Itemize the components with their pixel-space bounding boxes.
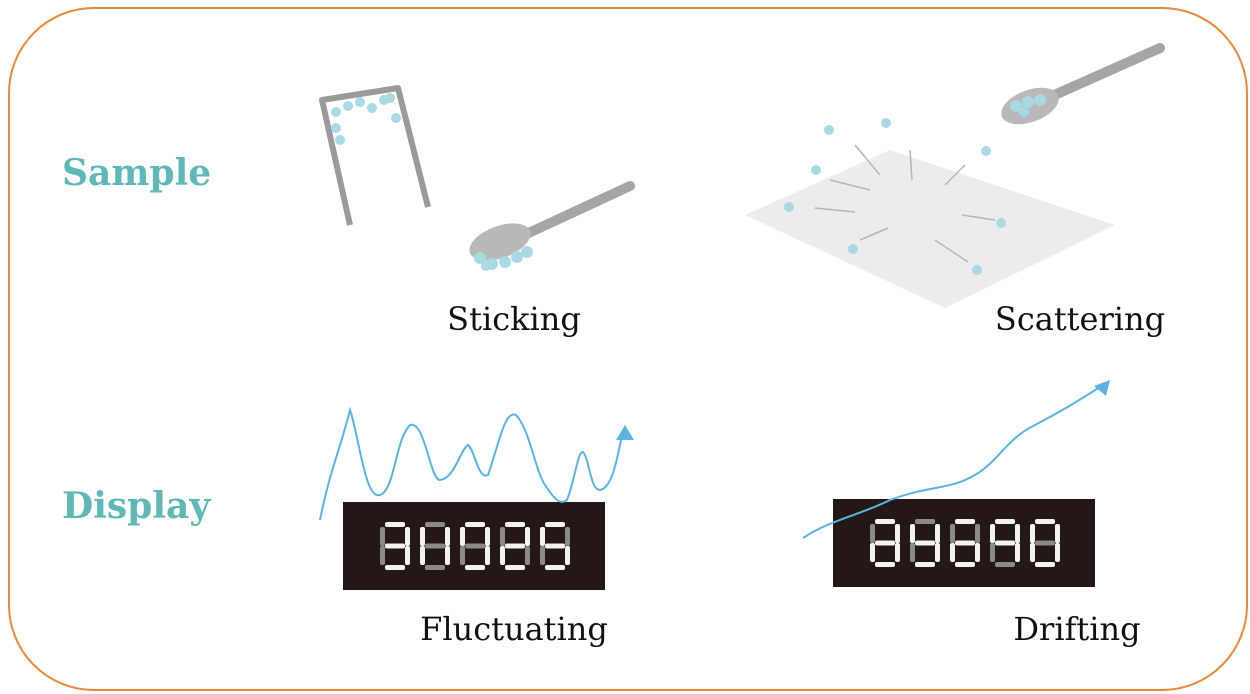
tube-illustration xyxy=(322,88,428,225)
segment xyxy=(385,544,405,549)
segment xyxy=(910,524,915,543)
segment xyxy=(915,562,935,567)
arrow-head xyxy=(1094,380,1110,396)
segment xyxy=(1030,543,1035,562)
spoon-illustration xyxy=(464,186,630,271)
segment xyxy=(1055,524,1060,543)
page: Sample Display Sticking Scattering Fluct… xyxy=(0,0,1250,694)
frame xyxy=(9,8,1247,690)
segment xyxy=(895,543,900,562)
segment xyxy=(955,519,975,524)
segment xyxy=(505,544,525,549)
segment xyxy=(915,541,935,546)
segment xyxy=(425,565,445,570)
segment xyxy=(500,527,505,546)
segment xyxy=(500,546,505,565)
segment xyxy=(995,562,1015,567)
diagram: Sample Display Sticking Scattering Fluct… xyxy=(0,0,1250,694)
segment xyxy=(1015,543,1020,562)
segment xyxy=(385,522,405,527)
segment xyxy=(870,543,875,562)
row-label: Display xyxy=(62,485,211,527)
item-label: Scattering xyxy=(995,300,1165,338)
segment xyxy=(425,522,445,527)
segment xyxy=(545,544,565,549)
segment xyxy=(895,524,900,543)
segment xyxy=(915,519,935,524)
segment xyxy=(465,522,485,527)
segment xyxy=(505,565,525,570)
segment xyxy=(485,546,490,565)
segment xyxy=(935,524,940,543)
segment xyxy=(1030,524,1035,543)
segment xyxy=(990,524,995,543)
segment xyxy=(995,541,1015,546)
segment xyxy=(875,541,895,546)
item-label: Sticking xyxy=(447,300,581,338)
segment xyxy=(540,527,545,546)
segment xyxy=(870,524,875,543)
segment xyxy=(505,522,525,527)
segment xyxy=(445,527,450,546)
segment xyxy=(950,524,955,543)
segment xyxy=(975,524,980,543)
item-label: Drifting xyxy=(1013,610,1140,648)
segment xyxy=(445,546,450,565)
segment xyxy=(955,541,975,546)
segment xyxy=(540,546,545,565)
segment xyxy=(950,543,955,562)
segment xyxy=(525,546,530,565)
row-label: Sample xyxy=(62,152,211,194)
segment xyxy=(1035,562,1055,567)
segment xyxy=(1035,541,1055,546)
segment xyxy=(420,546,425,565)
scatter-illustration xyxy=(745,48,1160,308)
segment xyxy=(545,522,565,527)
segment xyxy=(485,527,490,546)
segment xyxy=(380,546,385,565)
segment xyxy=(955,562,975,567)
segment xyxy=(465,544,485,549)
segment xyxy=(525,527,530,546)
segment xyxy=(875,519,895,524)
segment xyxy=(420,527,425,546)
segment xyxy=(1015,524,1020,543)
segment xyxy=(1055,543,1060,562)
segment xyxy=(975,543,980,562)
segment xyxy=(460,546,465,565)
segment xyxy=(910,543,915,562)
segment xyxy=(425,544,445,549)
segment xyxy=(875,562,895,567)
segment xyxy=(405,527,410,546)
arrow-head xyxy=(616,425,634,440)
segment xyxy=(565,527,570,546)
segment xyxy=(405,546,410,565)
segment xyxy=(935,543,940,562)
segment xyxy=(995,519,1015,524)
segment xyxy=(380,527,385,546)
segment xyxy=(545,565,565,570)
segment xyxy=(565,546,570,565)
segment xyxy=(1035,519,1055,524)
segment xyxy=(990,543,995,562)
segment xyxy=(465,565,485,570)
item-label: Fluctuating xyxy=(420,610,608,648)
segment xyxy=(460,527,465,546)
segment xyxy=(385,565,405,570)
